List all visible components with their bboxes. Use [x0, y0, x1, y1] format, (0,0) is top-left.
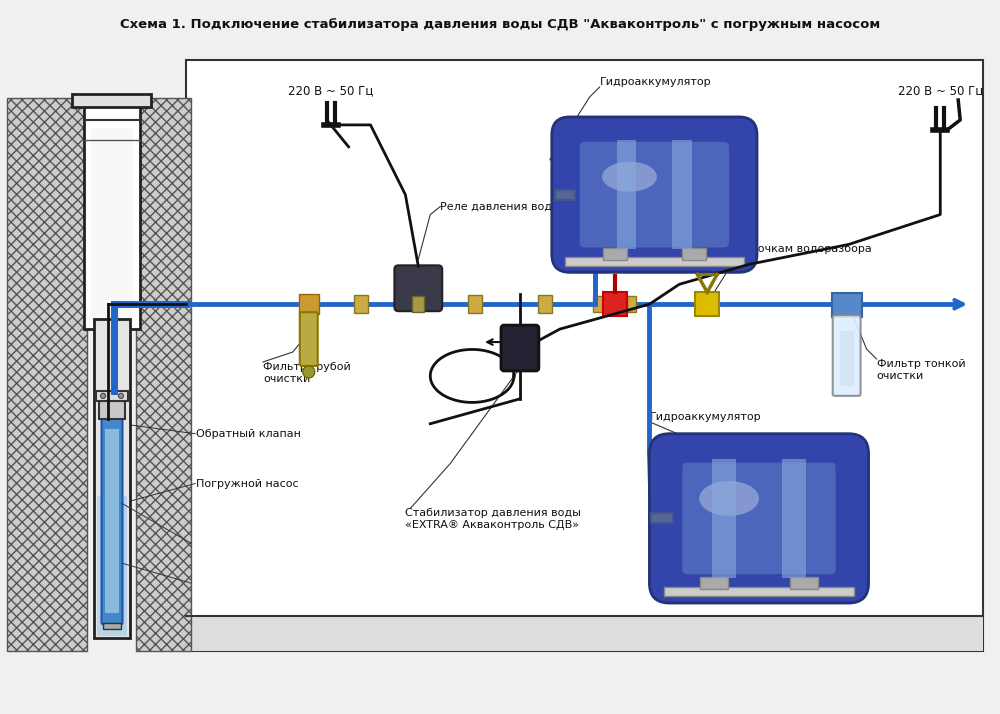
Text: 220 В ~ 50 Гц: 220 В ~ 50 Гц	[288, 84, 373, 97]
Text: к точкам водоразбора: к точкам водоразбора	[741, 244, 872, 254]
FancyBboxPatch shape	[555, 190, 575, 200]
Circle shape	[101, 393, 106, 398]
FancyBboxPatch shape	[412, 296, 424, 312]
Ellipse shape	[602, 162, 657, 191]
FancyBboxPatch shape	[105, 428, 119, 613]
FancyBboxPatch shape	[790, 577, 818, 589]
Text: Реле давления воды: Реле давления воды	[440, 201, 561, 211]
FancyBboxPatch shape	[136, 98, 191, 651]
FancyBboxPatch shape	[832, 293, 862, 317]
FancyBboxPatch shape	[682, 248, 706, 261]
Text: Схема 1. Подключение стабилизатора давления воды СДВ "Акваконтроль" с погружным : Схема 1. Подключение стабилизатора давле…	[120, 19, 880, 31]
FancyBboxPatch shape	[97, 496, 127, 636]
Text: Обратный клапан: Обратный клапан	[196, 428, 301, 438]
FancyBboxPatch shape	[682, 463, 836, 574]
FancyBboxPatch shape	[300, 312, 318, 366]
Text: Гидроаккумулятор: Гидроаккумулятор	[600, 77, 711, 87]
FancyBboxPatch shape	[603, 292, 627, 316]
Circle shape	[118, 393, 123, 398]
FancyBboxPatch shape	[649, 433, 869, 603]
FancyBboxPatch shape	[782, 458, 806, 578]
FancyBboxPatch shape	[72, 94, 151, 107]
FancyBboxPatch shape	[186, 616, 983, 651]
FancyBboxPatch shape	[627, 296, 636, 312]
FancyBboxPatch shape	[593, 296, 603, 312]
FancyBboxPatch shape	[102, 418, 122, 624]
Text: Стабилизатор давления воды
«EXTRA® Акваконтроль СДВ»: Стабилизатор давления воды «EXTRA® Аквак…	[405, 508, 581, 530]
FancyBboxPatch shape	[354, 296, 368, 313]
FancyBboxPatch shape	[501, 325, 539, 371]
FancyBboxPatch shape	[672, 140, 692, 249]
FancyBboxPatch shape	[7, 98, 87, 651]
FancyBboxPatch shape	[394, 266, 442, 311]
Text: Погружной насос: Погружной насос	[196, 478, 299, 488]
FancyBboxPatch shape	[833, 315, 861, 396]
FancyBboxPatch shape	[695, 292, 719, 316]
FancyBboxPatch shape	[84, 100, 140, 329]
FancyBboxPatch shape	[538, 296, 552, 313]
Text: 220 В ~ 50 Гц: 220 В ~ 50 Гц	[898, 84, 983, 97]
FancyBboxPatch shape	[664, 587, 854, 596]
FancyBboxPatch shape	[712, 458, 736, 578]
FancyBboxPatch shape	[103, 623, 121, 629]
FancyBboxPatch shape	[840, 331, 854, 386]
FancyBboxPatch shape	[552, 117, 757, 272]
FancyBboxPatch shape	[91, 128, 133, 322]
FancyBboxPatch shape	[186, 60, 983, 651]
Text: Фильтр грубой
очистки: Фильтр грубой очистки	[263, 362, 351, 383]
FancyBboxPatch shape	[603, 248, 627, 261]
FancyBboxPatch shape	[700, 577, 728, 589]
FancyBboxPatch shape	[565, 257, 744, 266]
FancyBboxPatch shape	[96, 391, 128, 401]
Text: Гидроаккумулятор: Гидроаккумулятор	[649, 412, 761, 422]
FancyBboxPatch shape	[651, 513, 673, 523]
FancyBboxPatch shape	[99, 401, 125, 418]
Ellipse shape	[699, 481, 759, 516]
Circle shape	[303, 366, 315, 378]
Text: Фильтр тонкой
очистки: Фильтр тонкой очистки	[877, 359, 965, 381]
FancyBboxPatch shape	[299, 294, 319, 314]
FancyBboxPatch shape	[580, 142, 729, 248]
FancyBboxPatch shape	[617, 140, 636, 249]
FancyBboxPatch shape	[468, 296, 482, 313]
FancyBboxPatch shape	[94, 319, 130, 638]
